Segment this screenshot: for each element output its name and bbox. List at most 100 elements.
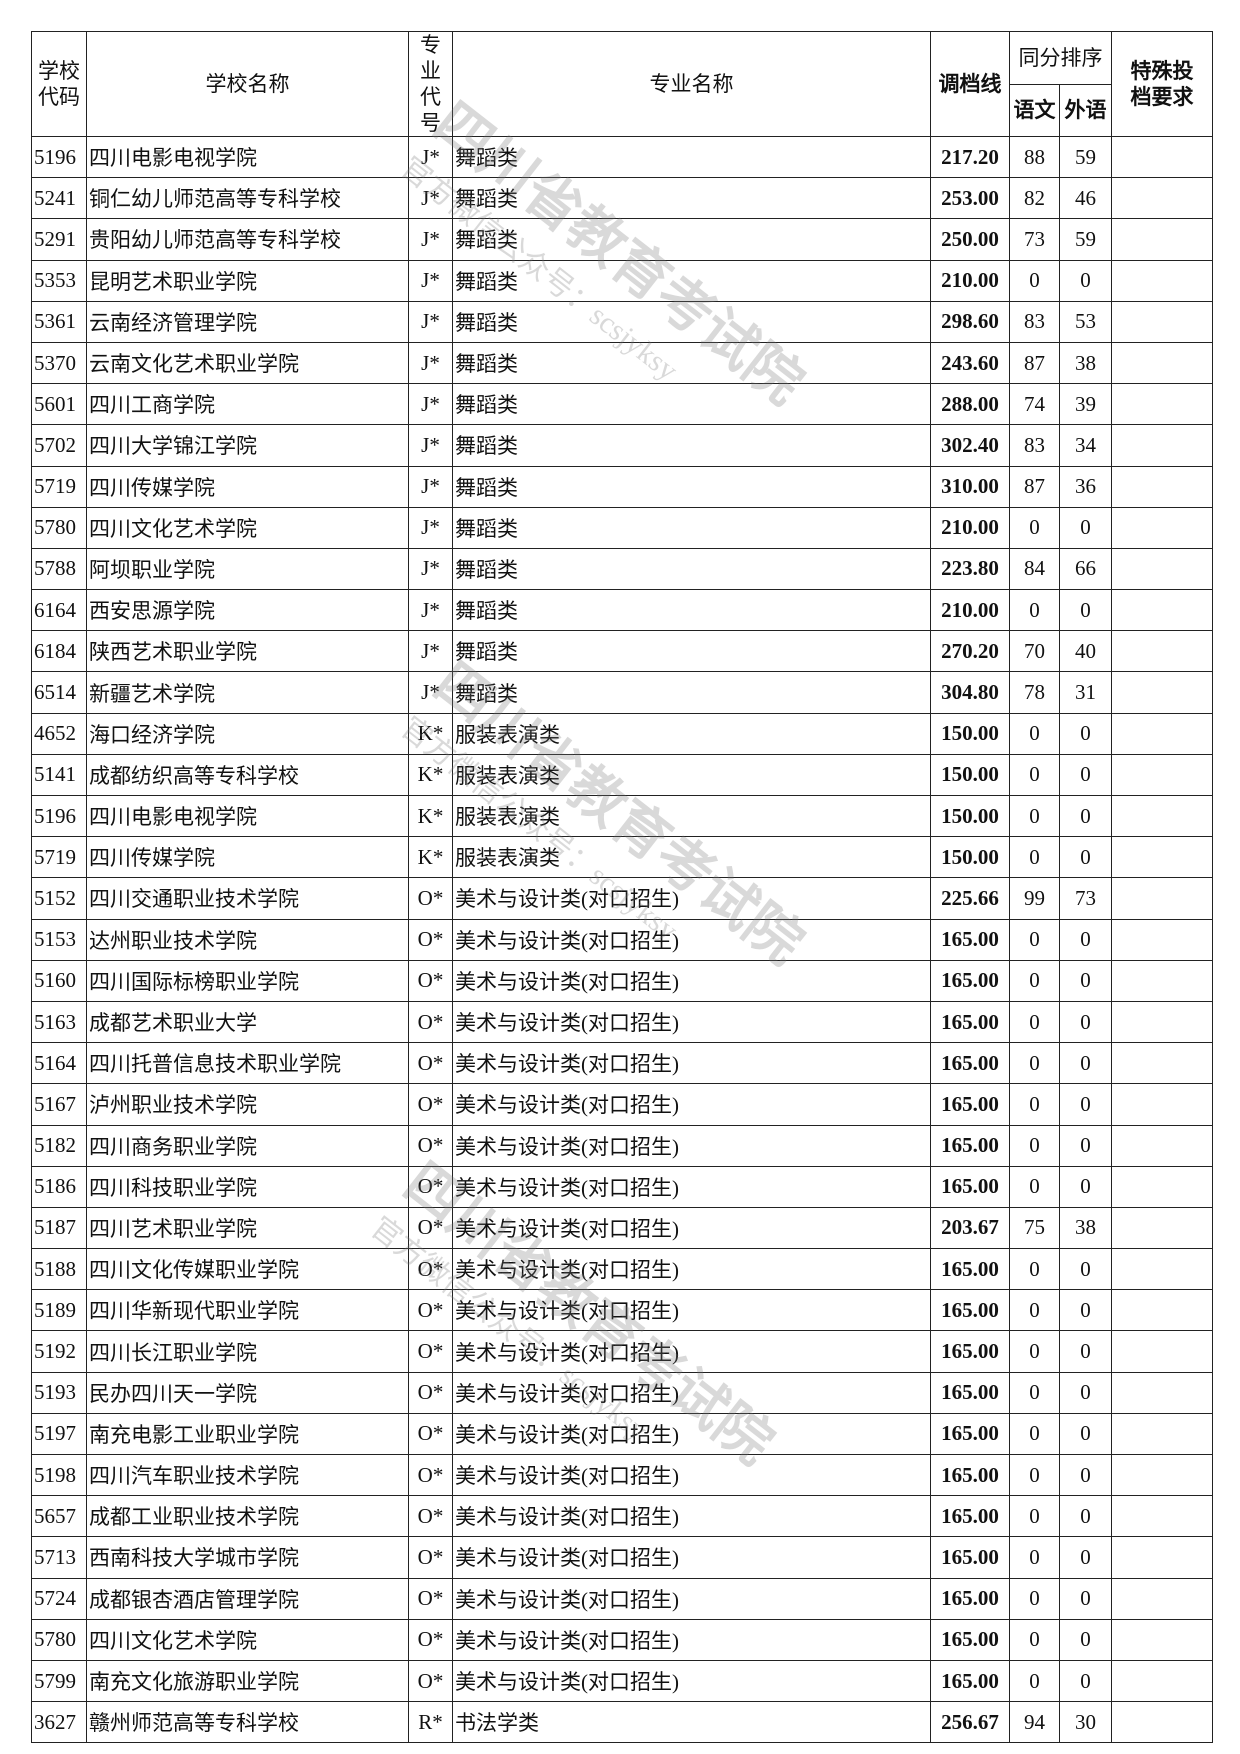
- table-cell: 78: [1009, 671, 1060, 714]
- table-cell: 5719: [31, 836, 87, 879]
- table-cell: J*: [408, 341, 453, 385]
- table-row: 5187 四川艺术职业学院 O* 美术与设计类(对口招生) 203.67 75 38: [31, 1206, 1213, 1250]
- table-cell: 302.40: [930, 424, 1010, 467]
- table-cell: 0: [1009, 506, 1060, 549]
- table-row: 5186 四川科技职业学院 O* 美术与设计类(对口招生) 165.00 0 0: [31, 1165, 1213, 1208]
- table-cell: 舞蹈类: [452, 547, 931, 591]
- table-cell: 5182: [31, 1124, 87, 1167]
- table-cell: 四川文化艺术学院: [86, 1618, 409, 1661]
- table-cell: 38: [1059, 341, 1112, 385]
- table-cell: 0: [1009, 794, 1060, 838]
- table-cell: 0: [1009, 1248, 1060, 1291]
- table-cell: 46: [1059, 177, 1112, 220]
- table-cell: 5799: [31, 1659, 87, 1703]
- table-cell: 四川商务职业学院: [86, 1124, 409, 1167]
- empty-cell: [1111, 1577, 1213, 1620]
- table-row: 5724 成都银杏酒店管理学院 O* 美术与设计类(对口招生) 165.00 0 0: [31, 1577, 1213, 1620]
- table-cell: O*: [408, 1124, 453, 1167]
- table-cell: 成都纺织高等专科学校: [86, 753, 409, 797]
- table-row: 5719 四川传媒学院 K* 服装表演类 150.00 0 0: [31, 836, 1213, 879]
- table-cell: 0: [1059, 1124, 1112, 1167]
- table-cell: 75: [1009, 1206, 1060, 1250]
- table-body: 5196 四川电影电视学院 J* 舞蹈类 217.20 88 59 5241 铜仁幼儿师范高等专…: [31, 135, 1213, 1744]
- table-cell: 0: [1059, 1248, 1112, 1291]
- table-cell: J*: [408, 671, 453, 714]
- table-cell: 四川传媒学院: [86, 465, 409, 508]
- table-row: 5799 南充文化旅游职业学院 O* 美术与设计类(对口招生) 165.00 0 0: [31, 1659, 1213, 1703]
- table-cell: 225.66: [930, 877, 1010, 920]
- table-header: 学校代码 学校名称 专业代号 专业名称 调档线 同分排序 特殊投档要求 语文 外…: [31, 31, 1213, 137]
- table-cell: 165.00: [930, 1000, 1010, 1044]
- table-cell: 165.00: [930, 1659, 1010, 1703]
- table-cell: O*: [408, 1618, 453, 1661]
- table-cell: 0: [1059, 1495, 1112, 1538]
- table-cell: O*: [408, 1495, 453, 1538]
- empty-cell: [1111, 918, 1213, 961]
- table-row: 5153 达州职业技术学院 O* 美术与设计类(对口招生) 165.00 0 0: [31, 918, 1213, 961]
- table-cell: J*: [408, 177, 453, 220]
- table-cell: 5719: [31, 465, 87, 508]
- table-cell: 165.00: [930, 1495, 1010, 1538]
- table-cell: 5724: [31, 1577, 87, 1620]
- table-cell: 铜仁幼儿师范高等专科学校: [86, 177, 409, 220]
- table-row: 5788 阿坝职业学院 J* 舞蹈类 223.80 84 66: [31, 547, 1213, 591]
- table-cell: 5196: [31, 794, 87, 838]
- table-row: 5188 四川文化传媒职业学院 O* 美术与设计类(对口招生) 165.00 0 0: [31, 1248, 1213, 1291]
- empty-cell: [1111, 218, 1213, 261]
- table-cell: 36: [1059, 465, 1112, 508]
- table-cell: O*: [408, 1453, 453, 1497]
- empty-cell: [1111, 712, 1213, 755]
- table-cell: 0: [1009, 1371, 1060, 1414]
- table-row: 5719 四川传媒学院 J* 舞蹈类 310.00 87 36: [31, 465, 1213, 508]
- table-cell: 0: [1009, 1453, 1060, 1497]
- table-cell: 39: [1059, 383, 1112, 426]
- table-cell: 5657: [31, 1495, 87, 1538]
- table-cell: 99: [1009, 877, 1060, 920]
- table-cell: 0: [1059, 836, 1112, 879]
- table-cell: 美术与设计类(对口招生): [452, 1124, 931, 1167]
- table-cell: 0: [1009, 1495, 1060, 1538]
- table-cell: 美术与设计类(对口招生): [452, 1330, 931, 1373]
- table-cell: 0: [1059, 1042, 1112, 1085]
- table-cell: 5702: [31, 424, 87, 467]
- table-cell: 5361: [31, 300, 87, 343]
- empty-cell: [1111, 465, 1213, 508]
- empty-cell: [1111, 341, 1213, 385]
- table-cell: 舞蹈类: [452, 135, 931, 179]
- table-cell: K*: [408, 794, 453, 838]
- empty-cell: [1111, 753, 1213, 797]
- table-cell: 西安思源学院: [86, 589, 409, 632]
- table-cell: J*: [408, 589, 453, 632]
- table-cell: 南充电影工业职业学院: [86, 1412, 409, 1456]
- table-cell: 0: [1059, 1330, 1112, 1373]
- table-cell: 203.67: [930, 1206, 1010, 1250]
- table-cell: 74: [1009, 383, 1060, 426]
- table-cell: 泸州职业技术学院: [86, 1083, 409, 1126]
- table-cell: 美术与设计类(对口招生): [452, 1042, 931, 1085]
- table-cell: 59: [1059, 218, 1112, 261]
- table-cell: 四川长江职业学院: [86, 1330, 409, 1373]
- empty-cell: [1111, 1371, 1213, 1414]
- table-row: 5241 铜仁幼儿师范高等专科学校 J* 舞蹈类 253.00 82 46: [31, 177, 1213, 220]
- table-cell: 165.00: [930, 1248, 1010, 1291]
- empty-cell: [1111, 1536, 1213, 1579]
- table-cell: 舞蹈类: [452, 506, 931, 549]
- table-cell: 5160: [31, 959, 87, 1002]
- table-cell: 0: [1009, 1042, 1060, 1085]
- table-cell: 0: [1009, 1165, 1060, 1208]
- table-cell: 四川国际标榜职业学院: [86, 959, 409, 1002]
- empty-cell: [1111, 959, 1213, 1002]
- table-cell: 150.00: [930, 794, 1010, 838]
- table-cell: 0: [1059, 794, 1112, 838]
- table-row: 5182 四川商务职业学院 O* 美术与设计类(对口招生) 165.00 0 0: [31, 1124, 1213, 1167]
- table-row: 6184 陕西艺术职业学院 J* 舞蹈类 270.20 70 40: [31, 630, 1213, 673]
- table-cell: O*: [408, 1248, 453, 1291]
- table-cell: 0: [1009, 1083, 1060, 1126]
- table-cell: 美术与设计类(对口招生): [452, 877, 931, 920]
- table-cell: 0: [1009, 1124, 1060, 1167]
- table-cell: 256.67: [930, 1701, 1010, 1744]
- table-cell: 5291: [31, 218, 87, 261]
- table-cell: 4652: [31, 712, 87, 755]
- table-cell: 舞蹈类: [452, 465, 931, 508]
